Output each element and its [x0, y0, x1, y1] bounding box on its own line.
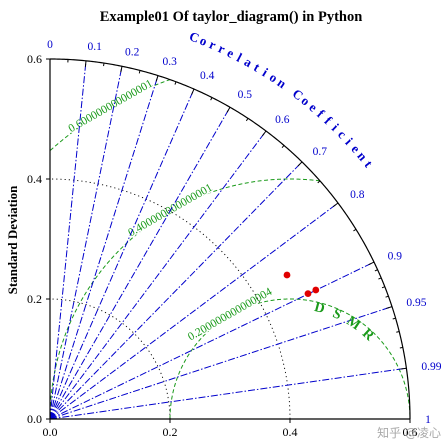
- correlation-tick: [138, 70, 141, 74]
- correlation-tick-label: 0.2: [125, 47, 140, 59]
- correlation-axis-label-char: r: [207, 36, 218, 52]
- y-tick-label: 0.4: [27, 172, 42, 186]
- correlation-tick: [368, 261, 375, 266]
- correlation-line: [49, 306, 393, 420]
- correlation-line: [49, 161, 303, 420]
- correlation-tick: [399, 346, 403, 349]
- data-points: [283, 271, 320, 297]
- correlation-tick-label: 0.95: [406, 297, 426, 309]
- correlation-tick: [332, 202, 339, 208]
- plot-frame: [49, 58, 411, 420]
- correlation-tick: [174, 81, 177, 85]
- correlation-tick-label: 0.9: [388, 251, 403, 263]
- correlation-axis-label-char: t: [251, 59, 263, 74]
- correlation-line: [49, 367, 407, 420]
- y-axis-label: Standard Deviation: [5, 185, 20, 294]
- y-tick-label: 0.2: [27, 292, 42, 306]
- x-tick-label: 0.0: [43, 425, 58, 439]
- correlation-tick-label: 0.3: [163, 56, 178, 68]
- rmsd-contour: [49, 178, 320, 419]
- correlation-axis-label-char: e: [225, 45, 237, 61]
- rmsd-contour-label: 0.200000000000004: [186, 286, 275, 344]
- correlation-tick-label: 0.1: [88, 41, 103, 53]
- correlation-tick: [381, 286, 385, 289]
- correlation-line: [49, 60, 87, 420]
- correlation-tick: [353, 228, 357, 232]
- correlation-tick: [261, 130, 267, 137]
- correlation-tick: [155, 75, 159, 82]
- rmsd-axis-label-char: D: [313, 300, 327, 317]
- correlation-line: [49, 75, 159, 420]
- correlation-line: [49, 66, 123, 420]
- correlation-tick: [191, 88, 195, 95]
- correlation-axis-label-char: i: [260, 65, 271, 80]
- data-point: [304, 290, 312, 297]
- correlation-axis-label-char: o: [198, 33, 210, 49]
- rmsd-axis-label-char: R: [359, 326, 377, 344]
- x-tick-label: 0.4: [283, 425, 298, 439]
- rmsd-contour: [49, 79, 170, 151]
- correlation-tick: [385, 295, 389, 298]
- correlation-tick: [226, 106, 231, 113]
- chart-title: Example01 Of taylor_diagram() in Python: [100, 9, 363, 25]
- correlation-line: [49, 130, 267, 420]
- correlation-tick: [378, 277, 382, 280]
- correlation-tick: [245, 118, 249, 122]
- correlation-tick: [374, 269, 378, 272]
- rmsd-contour: [169, 298, 411, 419]
- correlation-tick-label: 0: [47, 39, 53, 51]
- correlation-tick: [297, 161, 303, 167]
- correlation-tick-label: 0.7: [313, 146, 328, 158]
- correlation-tick-label: 0.6: [275, 114, 290, 126]
- correlation-tick: [120, 66, 123, 73]
- correlation-tick: [392, 317, 396, 320]
- correlation-line: [49, 261, 375, 420]
- correlation-tick: [386, 306, 393, 309]
- y-tick-label: 0.6: [27, 52, 42, 66]
- tick-labels: 0.00.0 0.2 0.2 0.4 0.4 0.6 0.6 0 0.1 0.2 0.3 0.4 0.5…: [27, 39, 442, 439]
- correlation-axis-label-char: r: [216, 41, 228, 57]
- correlation-line: [49, 202, 339, 420]
- correlation-tick-label: 1: [425, 414, 431, 426]
- correlation-lines: [49, 60, 407, 420]
- rmsd-axis-label-char: S: [330, 306, 343, 323]
- correlation-line: [49, 88, 195, 420]
- x-tick-label: 0.2: [163, 425, 178, 439]
- outer-arc: [50, 58, 411, 419]
- data-point: [312, 286, 320, 294]
- correlation-tick-label: 0.99: [421, 361, 441, 373]
- correlation-line: [49, 106, 231, 420]
- correlation-tick: [281, 145, 285, 149]
- correlation-tick-label: 0.4: [200, 70, 215, 82]
- correlation-tick-label: 0.5: [238, 89, 253, 101]
- data-point: [283, 271, 291, 279]
- y-tick-label: 0.0: [27, 412, 42, 426]
- correlation-tick: [400, 367, 407, 370]
- correlation-axis-label-char: l: [234, 50, 245, 65]
- correlation-tick-label: 0.8: [350, 189, 365, 201]
- x-tick-label: 0.6: [403, 425, 418, 439]
- watermark: 知乎 @凌心: [377, 426, 441, 440]
- correlation-tick: [317, 180, 321, 184]
- correlation-tick: [396, 330, 400, 333]
- axis-ticks: [46, 58, 411, 423]
- correlation-tick: [210, 97, 213, 101]
- correlation-tick: [84, 60, 87, 67]
